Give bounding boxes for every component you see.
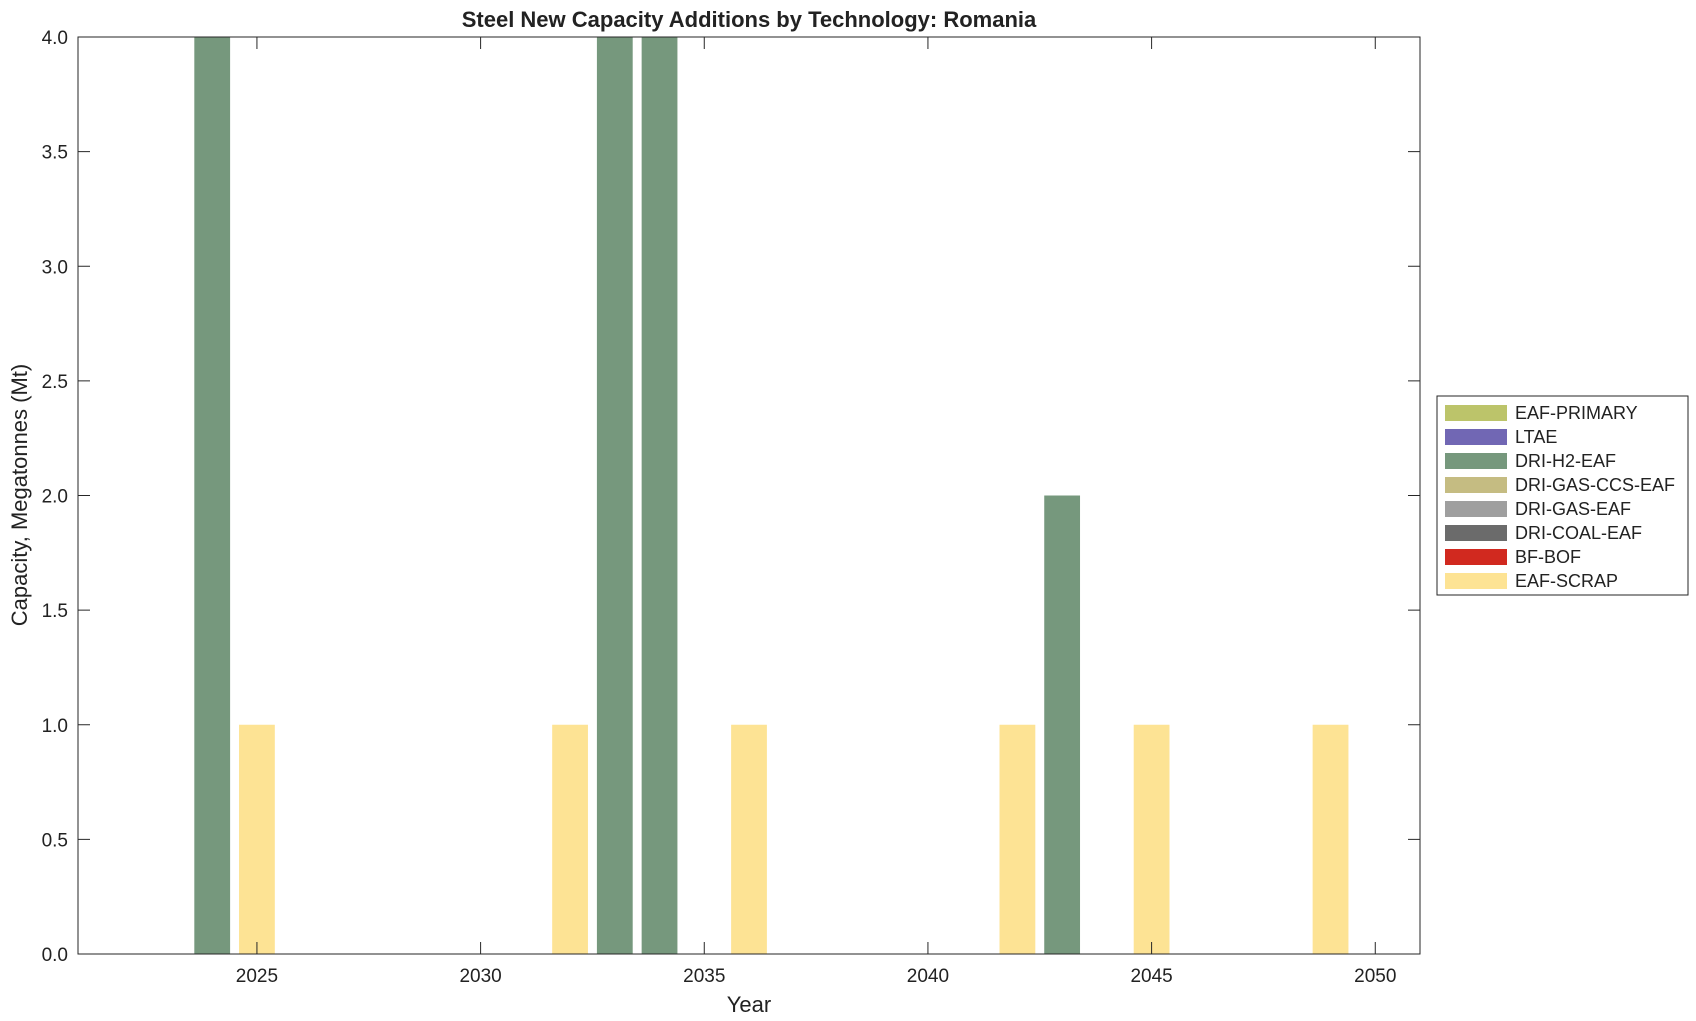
legend-label-dri-h2-eaf: DRI-H2-EAF: [1515, 451, 1616, 471]
x-tick-label: 2045: [1130, 966, 1172, 987]
legend-swatch-ltae: [1445, 429, 1507, 445]
legend-swatch-eaf-primary: [1445, 405, 1507, 421]
legend-swatch-bf-bof: [1445, 549, 1507, 565]
legend-swatch-dri-gas-eaf: [1445, 501, 1507, 517]
y-tick-label: 0.0: [42, 945, 68, 966]
legend-swatch-dri-coal-eaf: [1445, 525, 1507, 541]
bar-dri-h2-eaf-2024: [194, 37, 231, 954]
ticks-group: [78, 36, 1420, 955]
bar-eaf-scrap-2042: [999, 724, 1036, 954]
y-tick-label: 1.5: [42, 601, 68, 622]
y-tick-label: 1.0: [42, 716, 68, 737]
bar-eaf-scrap-2025: [239, 724, 275, 954]
x-tick-label: 2040: [907, 966, 949, 987]
legend-label-dri-gas-eaf: DRI-GAS-EAF: [1515, 499, 1631, 519]
legend-swatch-dri-h2-eaf: [1445, 453, 1507, 469]
y-tick-label: 3.0: [42, 257, 68, 278]
x-tick-label: 2035: [683, 966, 725, 987]
bars-group: [194, 37, 1349, 954]
y-tick-label: 2.5: [42, 372, 68, 393]
x-tick-label: 2050: [1354, 966, 1396, 987]
bar-dri-h2-eaf-2043: [1044, 495, 1081, 954]
legend-label-eaf-scrap: EAF-SCRAP: [1515, 571, 1618, 591]
legend-swatch-dri-gas-ccs-eaf: [1445, 477, 1507, 493]
y-tick-label: 4.0: [42, 28, 68, 49]
y-tick-label: 0.5: [42, 830, 68, 851]
legend: EAF-PRIMARY LTAE DRI-H2-EAF DRI-GAS-CCS-EAF…: [1436, 395, 1689, 596]
chart-title: Steel New Capacity Additions by Technolo…: [462, 7, 1037, 32]
legend-label-bf-bof: BF-BOF: [1515, 547, 1581, 567]
x-axis-label: Year: [727, 992, 771, 1017]
y-tick-label: 2.0: [42, 487, 68, 508]
bar-eaf-scrap-2032: [552, 724, 588, 954]
legend-label-ltae: LTAE: [1515, 427, 1557, 447]
bar-dri-h2-eaf-2033: [596, 37, 633, 954]
x-tick-label: 2025: [236, 966, 278, 987]
bar-eaf-scrap-2036: [731, 724, 767, 954]
legend-label-dri-coal-eaf: DRI-COAL-EAF: [1515, 523, 1642, 543]
legend-label-dri-gas-ccs-eaf: DRI-GAS-CCS-EAF: [1515, 475, 1675, 495]
legend-swatch-eaf-scrap: [1445, 573, 1507, 589]
bar-dri-h2-eaf-2034: [641, 37, 678, 954]
y-axis-label: Capacity, Megatonnes (Mt): [7, 364, 32, 626]
legend-items: EAF-PRIMARY LTAE DRI-H2-EAF DRI-GAS-CCS-EAF…: [1445, 403, 1675, 591]
legend-label-eaf-primary: EAF-PRIMARY: [1515, 403, 1638, 423]
y-tick-label: 3.5: [42, 143, 68, 164]
bar-eaf-scrap-2045: [1133, 724, 1170, 954]
tick-labels-group: 2025 2030 2035 2040 2045 2050 0.0 0.5 1.0 1.5 2.0 2…: [42, 28, 1397, 987]
bar-eaf-scrap-2049: [1312, 724, 1349, 954]
x-tick-label: 2030: [459, 966, 501, 987]
